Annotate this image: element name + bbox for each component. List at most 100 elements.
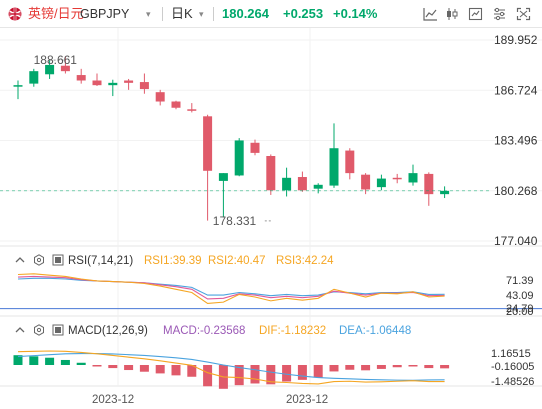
fullscreen-icon[interactable] — [514, 5, 533, 23]
candle-body[interactable] — [203, 116, 213, 171]
rsi1-value: RSI1:39.39 — [144, 255, 202, 267]
macd-histogram-bar — [376, 365, 386, 369]
rsi-plot[interactable] — [0, 273, 542, 310]
candlestick-chart-icon[interactable] — [443, 5, 462, 23]
macd-histogram-bar — [124, 365, 134, 371]
candle-body[interactable] — [282, 177, 292, 191]
macd-label: MACD(12,26,9) — [68, 325, 148, 337]
price-change-percent: +0.14% — [333, 6, 378, 21]
macd-histogram-bar — [45, 357, 55, 365]
candle-body[interactable] — [187, 109, 197, 111]
candle-body[interactable] — [155, 92, 165, 102]
candle-body[interactable] — [13, 85, 23, 87]
header-divider — [213, 7, 214, 21]
macd-plot[interactable] — [13, 350, 450, 389]
macd-value: MACD:-0.23568 — [163, 325, 246, 337]
low-marker-label: 178.331 — [213, 214, 257, 228]
uk-flag-icon — [8, 7, 22, 21]
macd-histogram-bar — [297, 365, 307, 380]
chart-area[interactable]: 188.661 178.331 189.952 186.724 183.496 180.… — [0, 28, 542, 409]
macd-settings-icon[interactable] — [33, 324, 45, 339]
candle-body[interactable] — [45, 64, 55, 75]
candle-body[interactable] — [345, 150, 355, 174]
timeframe-selector[interactable]: 日K — [171, 6, 193, 21]
rsi1-line — [17, 273, 445, 304]
rsi-settings-icon[interactable] — [33, 254, 45, 269]
price-axis-label: 180.268 — [494, 184, 538, 198]
macd-axis-label: 1.16515 — [491, 348, 531, 360]
macd-histogram-bar — [13, 355, 23, 365]
candle-body[interactable] — [424, 173, 434, 195]
high-marker-label: 188.661 — [34, 53, 78, 67]
candle-body[interactable] — [440, 190, 450, 195]
candle-body[interactable] — [297, 177, 307, 191]
candle-body[interactable] — [124, 80, 134, 83]
candle-body[interactable] — [76, 75, 86, 81]
candle-body[interactable] — [218, 173, 228, 181]
macd-histogram-bar — [329, 365, 339, 372]
candle-body[interactable] — [139, 82, 149, 90]
macd-histogram-bar — [171, 365, 181, 376]
rsi2-line — [17, 275, 445, 300]
macd-histogram-bar — [234, 365, 244, 386]
last-price: 180.264 — [222, 6, 269, 21]
macd-histogram-bar — [29, 356, 39, 365]
candle-body[interactable] — [408, 173, 418, 183]
symbol-code[interactable]: GBPJPY — [80, 7, 130, 21]
macd-histogram-bar — [203, 365, 213, 387]
macd-histogram-bar — [440, 365, 450, 369]
macd-histogram-bar — [139, 365, 149, 372]
macd-histogram-bar — [424, 365, 434, 369]
time-axis-label: 2023-12 — [286, 394, 328, 406]
price-axis-label: 189.952 — [494, 33, 538, 47]
candle-body[interactable] — [92, 80, 102, 86]
macd-histogram-bar — [361, 365, 371, 371]
macd-histogram-bar — [392, 365, 402, 368]
rsi-axis-label: 24.79 — [506, 303, 534, 315]
candle-body[interactable] — [313, 184, 323, 189]
header-divider — [162, 7, 163, 21]
candle-body[interactable] — [392, 177, 402, 180]
candle-body[interactable] — [234, 140, 244, 176]
candle-body[interactable] — [376, 178, 386, 188]
candle-body[interactable] — [60, 65, 70, 72]
collapse-macd-icon[interactable] — [14, 325, 26, 338]
line-chart-icon[interactable] — [421, 5, 440, 23]
price-axis-label: 183.496 — [494, 134, 538, 148]
candle-body[interactable] — [329, 148, 339, 186]
macd-histogram-bar — [108, 365, 118, 369]
price-axis-label: 186.724 — [494, 83, 538, 97]
macd-histogram-bar — [76, 362, 86, 365]
collapse-rsi-icon[interactable] — [14, 255, 26, 268]
indicator-settings-icon[interactable] — [490, 5, 509, 23]
macd-histogram-bar — [282, 365, 292, 382]
candle-body[interactable] — [108, 82, 118, 86]
price-change: +0.253 — [283, 6, 324, 21]
time-axis-label: 2023-12 — [92, 394, 134, 406]
macd-axis-label: -1.48526 — [491, 376, 534, 388]
symbol-name[interactable]: 英镑/日元 — [28, 6, 84, 21]
dif-value: DIF:-1.18232 — [259, 325, 327, 337]
chart-header: 英镑/日元 GBPJPY ▾ 日K ▾ 180.264 +0.253 +0.14… — [0, 0, 542, 28]
macd-histogram-bar — [408, 365, 418, 367]
macd-histogram-bar — [187, 365, 197, 377]
dif-line — [17, 350, 445, 385]
price-axis-label: 177.040 — [494, 234, 538, 248]
compare-icon[interactable] — [466, 5, 485, 23]
symbol-dropdown-icon[interactable]: ▾ — [146, 9, 151, 19]
candle-body[interactable] — [29, 71, 39, 84]
candlestick-plot[interactable]: 188.661 178.331 — [0, 53, 490, 228]
macd-histogram-bar — [266, 365, 276, 385]
candle-body[interactable] — [250, 142, 260, 153]
macd-visibility-icon[interactable] — [52, 324, 64, 339]
rsi-axis-label: 20.00 — [506, 306, 534, 318]
candle-body[interactable] — [361, 174, 371, 190]
rsi2-value: RSI2:40.47 — [208, 255, 266, 267]
rsi-axis-label: 43.09 — [506, 290, 534, 302]
candle-body[interactable] — [171, 101, 181, 108]
timeframe-dropdown-icon[interactable]: ▾ — [199, 9, 204, 19]
rsi-visibility-icon[interactable] — [52, 254, 64, 269]
candle-body[interactable] — [266, 156, 276, 191]
rsi-label: RSI(7,14,21) — [68, 255, 134, 267]
rsi-axis-label: 71.39 — [506, 275, 534, 287]
